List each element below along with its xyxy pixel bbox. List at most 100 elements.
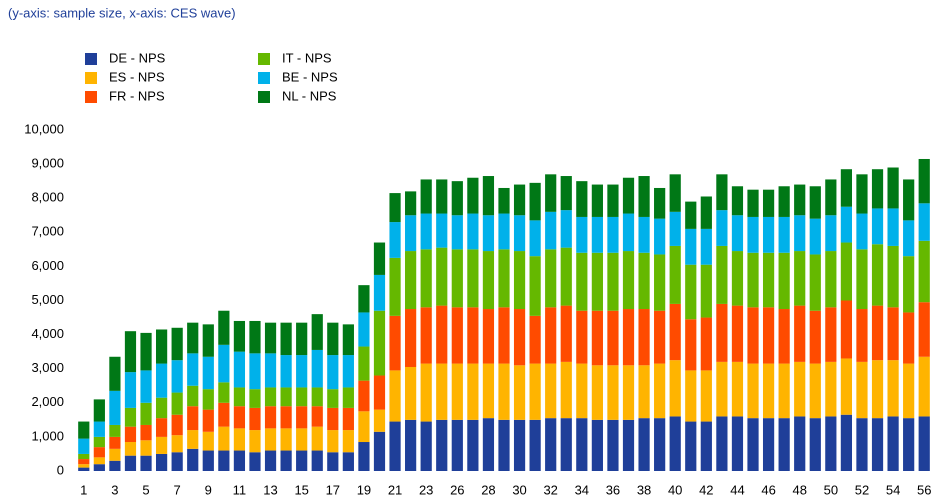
bar-segment bbox=[467, 363, 479, 420]
bar-segment bbox=[140, 440, 152, 456]
legend-label: IT - NPS bbox=[282, 50, 332, 65]
bar-segment bbox=[762, 363, 775, 419]
bar-segment bbox=[685, 319, 697, 371]
bar-segment bbox=[918, 203, 930, 241]
bar-segment bbox=[856, 418, 868, 471]
bar-segment bbox=[218, 310, 230, 345]
x-tick-label: 13 bbox=[263, 482, 277, 497]
bar-segment bbox=[342, 387, 354, 408]
bar-segment bbox=[576, 181, 588, 217]
bar-segment bbox=[840, 414, 853, 471]
bar-segment bbox=[358, 285, 370, 313]
bar-segment bbox=[342, 324, 354, 356]
x-tick-label: 1 bbox=[80, 482, 87, 497]
bar-segment bbox=[327, 407, 339, 431]
x-tick-label: 42 bbox=[699, 482, 713, 497]
bar-segment bbox=[389, 257, 401, 316]
bar-segment bbox=[529, 363, 541, 420]
bar-segment bbox=[809, 363, 821, 419]
bar-segment bbox=[700, 264, 712, 318]
bar-segment bbox=[498, 249, 510, 308]
bar-segment bbox=[607, 184, 619, 217]
bar-segment bbox=[78, 438, 90, 454]
bar-segment bbox=[171, 452, 183, 471]
bar-segment bbox=[482, 418, 495, 471]
bar-segment bbox=[669, 360, 681, 417]
bar-segment bbox=[249, 320, 261, 354]
bar-segment bbox=[342, 430, 354, 453]
bar-segment bbox=[622, 365, 635, 420]
legend-label: BE - NPS bbox=[282, 69, 338, 84]
legend-label: ES - NPS bbox=[109, 69, 165, 84]
x-tick-label: 46 bbox=[761, 482, 775, 497]
bar-segment bbox=[560, 176, 572, 211]
bar-segment bbox=[342, 355, 354, 388]
bar-segment bbox=[685, 264, 697, 320]
bar-segment bbox=[778, 252, 790, 310]
legend-swatch bbox=[258, 91, 270, 103]
bar-segment bbox=[871, 208, 884, 245]
bar-segment bbox=[218, 426, 230, 451]
bar-segment bbox=[482, 309, 495, 364]
bar-segment bbox=[358, 442, 370, 471]
bar-segment bbox=[436, 419, 448, 471]
bar-segment bbox=[467, 419, 479, 471]
bar-segment bbox=[373, 274, 386, 311]
x-tick-label: 40 bbox=[668, 482, 682, 497]
bar-segment bbox=[825, 416, 837, 471]
legend-swatch bbox=[258, 72, 270, 84]
bar-segment bbox=[529, 419, 541, 471]
bar-segment bbox=[591, 365, 603, 420]
bar-segment bbox=[264, 387, 277, 407]
bar-segment bbox=[840, 206, 853, 243]
bar-segment bbox=[405, 251, 417, 310]
bar-segment bbox=[109, 448, 121, 461]
bar-segment bbox=[373, 409, 386, 432]
bar-segment bbox=[513, 215, 526, 252]
bar-segment bbox=[389, 222, 401, 258]
bar-segment bbox=[513, 309, 526, 366]
bar-segment bbox=[202, 450, 214, 471]
bar-segment bbox=[871, 360, 884, 419]
bar-segment bbox=[856, 309, 868, 362]
bar-segment bbox=[109, 460, 121, 471]
bar-segment bbox=[918, 416, 930, 471]
bar-segment bbox=[233, 320, 246, 352]
bar-segment bbox=[887, 167, 899, 209]
bar-segment bbox=[311, 406, 323, 427]
bar-segment bbox=[155, 453, 168, 471]
bar-segment bbox=[420, 249, 432, 308]
bar-segment bbox=[482, 176, 495, 216]
bar-segment bbox=[762, 216, 775, 253]
bar-segment bbox=[171, 392, 183, 415]
y-tick-label: 8,000 bbox=[31, 190, 64, 205]
bar-segment bbox=[871, 418, 884, 471]
bar-segment bbox=[654, 418, 666, 471]
bar-segment bbox=[731, 251, 744, 306]
bar-segment bbox=[840, 358, 853, 415]
x-tick-label: 19 bbox=[357, 482, 371, 497]
legend-swatch bbox=[85, 72, 97, 84]
bar-segment bbox=[109, 390, 121, 425]
bar-segment bbox=[887, 416, 899, 471]
bar-segment bbox=[311, 387, 323, 407]
x-tick-label: 44 bbox=[730, 482, 744, 497]
bar-segment bbox=[451, 363, 463, 420]
bar-segment bbox=[155, 418, 168, 437]
bar-segment bbox=[249, 452, 261, 471]
y-tick-label: 2,000 bbox=[31, 394, 64, 409]
y-tick-label: 7,000 bbox=[31, 224, 64, 239]
bar-segment bbox=[358, 411, 370, 443]
bar-segment bbox=[78, 421, 90, 439]
y-tick-label: 0 bbox=[57, 462, 64, 477]
x-tick-label: 48 bbox=[792, 482, 806, 497]
bar-segment bbox=[871, 169, 884, 209]
bar-segment bbox=[529, 256, 541, 316]
bar-segment bbox=[93, 399, 105, 422]
x-tick-label: 32 bbox=[543, 482, 557, 497]
bar-segment bbox=[171, 435, 183, 453]
bar-segment bbox=[700, 421, 712, 471]
bar-segment bbox=[607, 365, 619, 420]
x-tick-label: 38 bbox=[637, 482, 651, 497]
